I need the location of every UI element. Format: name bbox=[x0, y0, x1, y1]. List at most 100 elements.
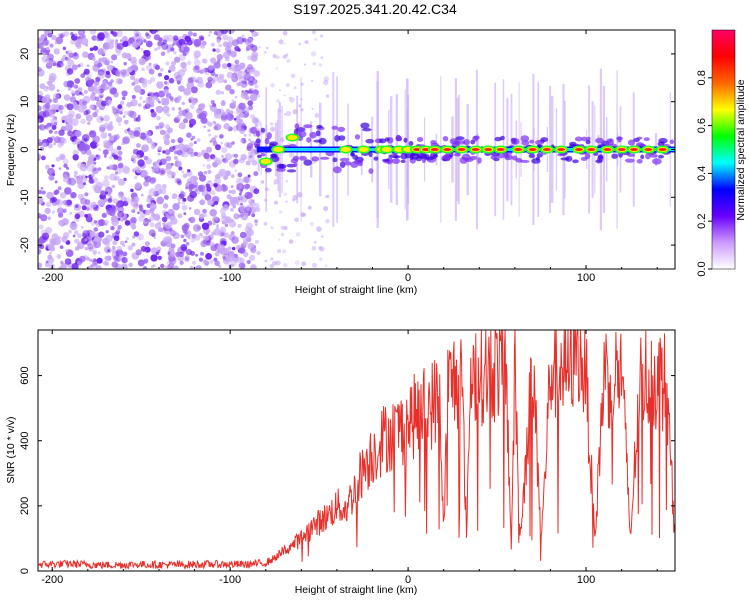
noise-blob bbox=[248, 105, 254, 111]
noise-blob bbox=[219, 226, 227, 234]
noise-blob bbox=[250, 54, 258, 62]
noise-blob bbox=[213, 257, 218, 262]
noise-blob bbox=[99, 126, 106, 133]
ridge-halo bbox=[257, 154, 262, 158]
noise-blob bbox=[116, 145, 122, 151]
noise-blob bbox=[173, 155, 178, 160]
noise-blob bbox=[160, 51, 166, 57]
noise-blob bbox=[324, 264, 328, 268]
noise-blob bbox=[58, 167, 62, 171]
ridge-halo bbox=[409, 154, 414, 160]
ridge-halo bbox=[253, 140, 261, 148]
noise-blob bbox=[170, 47, 175, 52]
noise-blob bbox=[194, 65, 200, 71]
noise-blob bbox=[312, 262, 317, 268]
noise-blob bbox=[311, 246, 317, 251]
ridge-halo bbox=[365, 138, 375, 144]
noise-blob bbox=[181, 66, 187, 72]
noise-blob bbox=[147, 79, 152, 85]
noise-blob bbox=[72, 52, 79, 60]
noise-blob bbox=[202, 259, 208, 264]
noise-blob bbox=[236, 108, 243, 116]
noise-blob bbox=[144, 103, 151, 110]
noise-blob bbox=[168, 257, 177, 265]
colorbar-bar bbox=[711, 29, 736, 270]
noise-blob bbox=[178, 85, 185, 92]
noise-blob bbox=[63, 80, 70, 88]
noise-blob bbox=[111, 184, 116, 189]
noise-blob bbox=[130, 188, 134, 193]
noise-blob bbox=[51, 164, 55, 168]
noise-blob bbox=[218, 168, 227, 177]
noise-blob bbox=[238, 102, 246, 111]
noise-blob bbox=[45, 86, 49, 89]
noise-blob bbox=[64, 258, 72, 265]
noise-blob bbox=[110, 79, 114, 83]
noise-blob bbox=[155, 64, 159, 69]
noise-blob bbox=[92, 251, 98, 256]
noise-blob bbox=[95, 89, 101, 94]
noise-blob bbox=[230, 51, 237, 58]
noise-blob bbox=[180, 109, 186, 115]
noise-blob bbox=[162, 150, 166, 154]
noise-blob bbox=[113, 235, 120, 242]
ridge-halo bbox=[316, 124, 323, 129]
noise-blob bbox=[200, 251, 204, 256]
noise-blob bbox=[38, 125, 43, 130]
ridge-halo bbox=[260, 127, 266, 133]
noise-blob bbox=[214, 260, 220, 267]
noise-blob bbox=[121, 265, 127, 269]
noise-blob bbox=[228, 190, 232, 194]
noise-blob bbox=[289, 97, 295, 103]
noise-blob bbox=[180, 234, 185, 239]
snr-frame bbox=[37, 329, 676, 572]
noise-blob bbox=[122, 200, 129, 207]
noise-blob bbox=[180, 62, 186, 68]
ridge-halo bbox=[658, 154, 664, 159]
noise-blob bbox=[247, 174, 251, 178]
noise-blob bbox=[183, 238, 187, 243]
noise-blob bbox=[95, 265, 102, 269]
noise-blob bbox=[210, 190, 216, 196]
noise-blob bbox=[106, 103, 109, 107]
noise-blob bbox=[77, 64, 81, 68]
noise-blob bbox=[199, 199, 206, 206]
noise-blob bbox=[222, 41, 229, 48]
noise-blob bbox=[207, 129, 211, 133]
ridge-halo bbox=[415, 155, 423, 162]
noise-blob bbox=[97, 32, 105, 40]
noise-blob bbox=[63, 94, 71, 101]
noise-blob bbox=[233, 117, 237, 121]
noise-blob bbox=[161, 42, 169, 50]
noise-blob bbox=[102, 179, 110, 187]
colorbar-tick-label: 0.0 bbox=[696, 261, 708, 276]
noise-blob bbox=[87, 80, 94, 87]
noise-blob bbox=[84, 214, 89, 218]
ridge-halo bbox=[332, 166, 342, 174]
noise-blob bbox=[283, 94, 286, 97]
noise-blob bbox=[51, 210, 56, 214]
ridge-halo bbox=[391, 158, 401, 164]
noise-blob bbox=[100, 117, 104, 121]
noise-blob bbox=[149, 177, 156, 184]
noise-blob bbox=[245, 222, 253, 230]
noise-blob bbox=[130, 155, 137, 161]
noise-blob bbox=[54, 130, 58, 135]
noise-blob bbox=[84, 90, 88, 94]
noise-blob bbox=[98, 47, 107, 56]
noise-blob bbox=[122, 115, 126, 118]
noise-blob bbox=[141, 193, 144, 197]
noise-blob bbox=[172, 35, 179, 41]
noise-blob bbox=[228, 220, 237, 228]
noise-blob bbox=[283, 262, 288, 268]
noise-blob bbox=[157, 255, 162, 260]
ridge-halo bbox=[442, 136, 449, 142]
noise-blob bbox=[38, 141, 43, 147]
ridge-halo bbox=[382, 158, 390, 162]
noise-blob bbox=[144, 130, 152, 138]
spectrogram-y-ticks: 20 10 0 -10 -20 bbox=[19, 48, 675, 253]
noise-blob bbox=[203, 170, 208, 175]
noise-blob bbox=[201, 222, 210, 230]
noise-blob bbox=[219, 238, 227, 246]
noise-blob bbox=[79, 142, 87, 151]
